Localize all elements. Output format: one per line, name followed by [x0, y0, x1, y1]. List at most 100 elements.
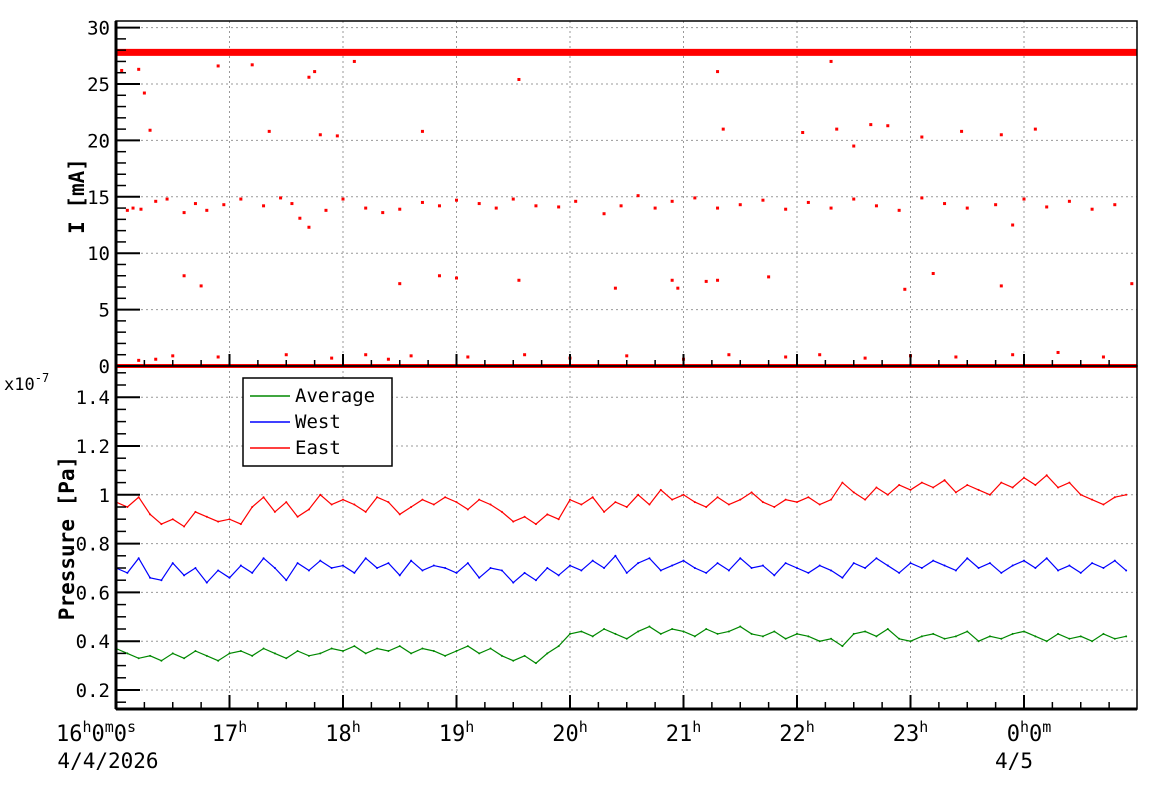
pressure-point-west [160, 579, 163, 582]
current-point [120, 68, 124, 72]
pressure-point-west [1011, 564, 1014, 567]
lower-y-tick-label: 1.2 [76, 436, 110, 458]
current-point [517, 278, 521, 282]
pressure-point-average [864, 630, 867, 633]
current-point [1033, 127, 1037, 131]
x-tick-label-part: 20 [552, 722, 579, 747]
pressure-point-east [421, 498, 424, 501]
y-scale-factor: x10-7 [4, 371, 49, 395]
pressure-point-east [342, 498, 344, 501]
current-point [1067, 199, 1071, 203]
current-point [852, 197, 856, 201]
pressure-point-west [296, 562, 299, 565]
pressure-point-average [659, 632, 662, 635]
x-tick-label: 22h [779, 718, 815, 747]
x-tick-label-part: 17 [212, 722, 239, 747]
current-point [352, 59, 356, 63]
lower-y-tick-label: 1.4 [76, 387, 110, 409]
x-tick-label-part: 18 [325, 722, 352, 747]
x-tick-label-part: h [1020, 718, 1029, 736]
pressure-point-west [205, 581, 208, 584]
pressure-point-average [830, 637, 833, 640]
pressure-point-average [920, 635, 923, 638]
x-date-label: 4/5 [995, 749, 1033, 773]
pressure-point-west [569, 564, 571, 567]
x-tick-label-part: 16 [56, 722, 83, 747]
pressure-point-east [693, 501, 696, 504]
current-point [455, 276, 458, 280]
pressure-point-west [1023, 559, 1025, 562]
current-point [931, 272, 935, 276]
x-tick-label-part: h [919, 718, 928, 736]
pressure-point-east [353, 503, 356, 506]
pressure-point-east [739, 498, 742, 501]
current-point [897, 208, 901, 212]
chart-marks [115, 48, 1137, 665]
pressure-point-west [1125, 569, 1128, 572]
pressure-point-average [671, 628, 674, 630]
current-point [437, 204, 441, 208]
pressure-point-west [546, 567, 549, 569]
pressure-point-west [557, 574, 560, 577]
pressure-point-west [591, 559, 594, 562]
pressure-point-average [614, 632, 617, 635]
current-point [262, 204, 266, 208]
pressure-point-west [432, 564, 435, 567]
current-point [653, 206, 657, 210]
pressure-point-west [716, 562, 719, 565]
pressure-point-east [818, 503, 821, 506]
pressure-point-east [307, 508, 310, 511]
pressure-point-average [773, 630, 776, 633]
upper-y-tick-label: 30 [87, 18, 110, 40]
legend-label-east: East [295, 437, 341, 459]
pressure-point-average [625, 637, 628, 640]
current-point [1090, 207, 1094, 211]
pressure-point-east [1068, 481, 1071, 484]
pressure-point-east [875, 486, 878, 489]
current-point [693, 196, 697, 200]
pressure-point-west [342, 564, 344, 567]
pressure-point-east [761, 501, 764, 504]
pressure-point-west [966, 557, 969, 560]
pressure-point-west [932, 559, 935, 562]
pressure-point-average [194, 649, 197, 652]
pressure-point-east [954, 491, 957, 494]
current-point [716, 278, 720, 282]
pressure-point-west [534, 579, 537, 582]
current-point [335, 134, 339, 138]
x-tick-label-part: h [352, 718, 361, 736]
pressure-point-east [909, 488, 912, 491]
pressure-point-average [421, 647, 424, 650]
lower-y-tick-label: 0.4 [76, 631, 110, 653]
current-point [171, 354, 175, 358]
current-point [142, 91, 146, 95]
pressure-point-average [1125, 635, 1128, 638]
pressure-point-west [659, 569, 662, 572]
pressure-point-east [580, 503, 583, 506]
pressure-point-average [364, 652, 367, 655]
pressure-point-average [296, 649, 299, 652]
pressure-point-west [671, 564, 674, 567]
current-point [602, 212, 606, 216]
legend: Average West East [242, 377, 393, 467]
current-point [298, 216, 302, 220]
pressure-point-average [1079, 635, 1082, 638]
pressure-point-average [1045, 640, 1048, 643]
pressure-point-east [671, 498, 674, 501]
x-tick-label-part: m [1042, 718, 1051, 736]
pressure-point-east [682, 493, 685, 496]
x-tick-label: 19h [439, 718, 475, 747]
pressure-point-average [432, 649, 435, 652]
current-point [193, 202, 197, 206]
pressure-point-west [909, 562, 912, 565]
upper-y-tick-label: 20 [87, 130, 110, 152]
pressure-point-west [761, 564, 764, 567]
pressure-point-east [614, 501, 617, 504]
pressure-point-average [580, 630, 583, 633]
current-point [869, 123, 873, 127]
pressure-point-east [455, 501, 458, 504]
pressure-point-average [444, 654, 447, 657]
current-point [324, 208, 328, 212]
pressure-line-west [115, 554, 1127, 584]
pressure-point-east [217, 520, 220, 523]
